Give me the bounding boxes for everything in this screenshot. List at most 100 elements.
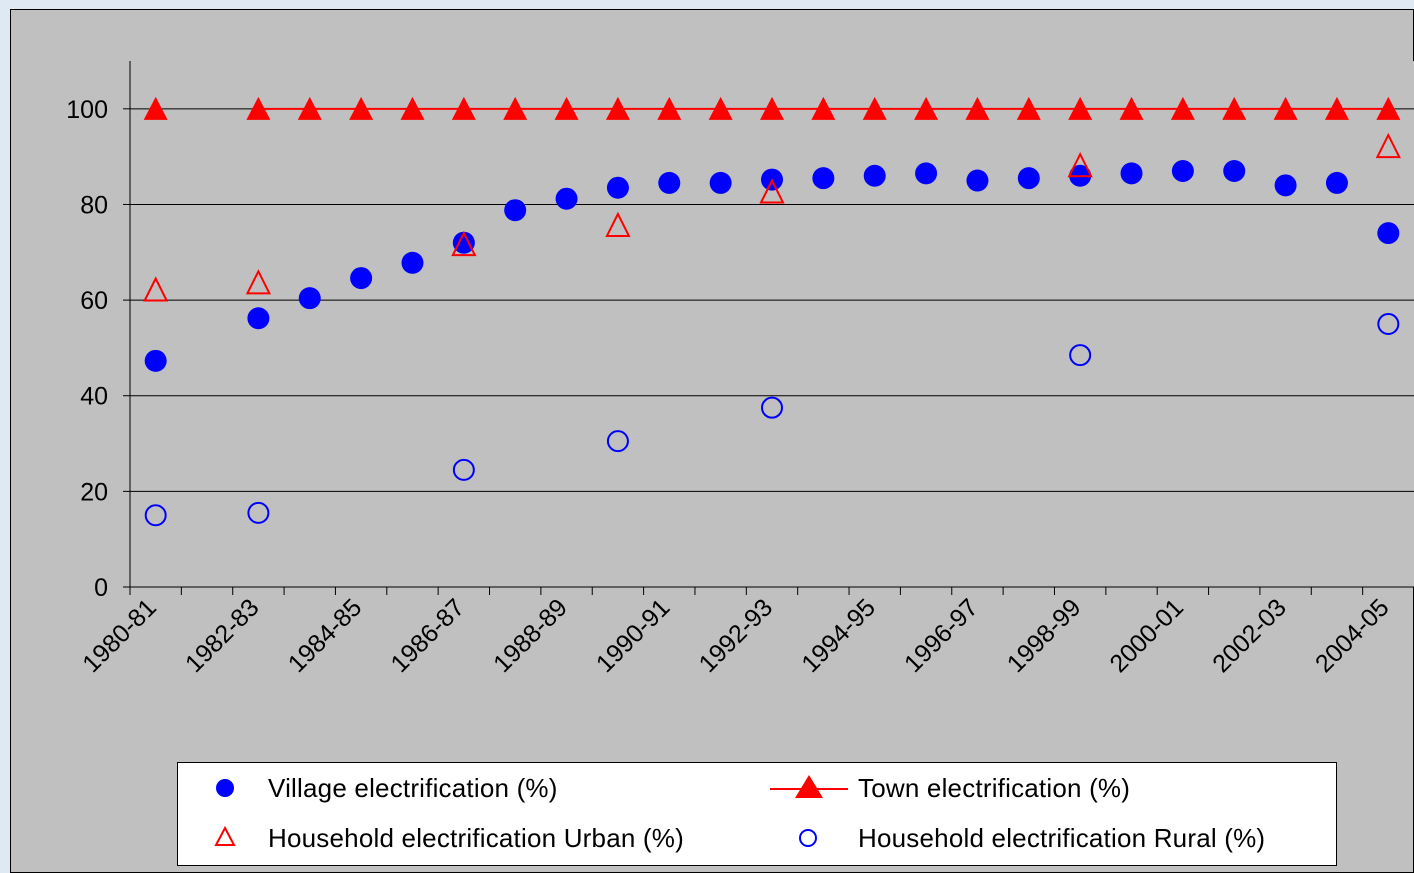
- y-tick-label: 20: [80, 478, 108, 506]
- data-point: [760, 96, 784, 120]
- data-point: [606, 176, 629, 199]
- data-point: [1017, 167, 1040, 190]
- legend-label: Village electrification (%): [268, 772, 558, 803]
- data-point: [247, 307, 270, 330]
- data-point: [451, 96, 476, 120]
- data-point: [1324, 96, 1349, 120]
- data-point: [1016, 96, 1041, 120]
- x-tick-label: 2004-05: [1310, 593, 1395, 678]
- plot-area: [130, 61, 1414, 587]
- data-point: [658, 171, 681, 194]
- data-point: [1170, 96, 1195, 120]
- data-point: [1223, 159, 1246, 182]
- x-tick-label: 1988-89: [488, 593, 573, 678]
- x-tick-label: 1996-97: [899, 593, 984, 678]
- data-point: [1222, 96, 1247, 120]
- series-filled-circle: [144, 159, 1400, 372]
- data-point: [811, 96, 836, 120]
- x-tick-label: 1982-83: [180, 593, 265, 678]
- data-point: [555, 187, 578, 210]
- data-point: [761, 396, 783, 419]
- legend-item-household-urban: Household electrification Urban (%): [178, 818, 684, 858]
- data-point: [606, 430, 629, 453]
- data-point: [759, 178, 785, 204]
- open-triangle-icon: [178, 818, 268, 858]
- data-point: [451, 230, 477, 257]
- data-point: [144, 504, 167, 527]
- x-tick-label: 1994-95: [796, 593, 881, 678]
- y-tick-label: 60: [80, 287, 108, 315]
- x-tick-label: 1984-85: [283, 593, 368, 678]
- data-point: [503, 96, 528, 120]
- data-point: [1376, 96, 1401, 120]
- data-point: [1325, 171, 1348, 194]
- data-point: [401, 251, 424, 274]
- legend-item-town: Town electrification (%): [768, 768, 1130, 808]
- y-tick-label: 40: [80, 383, 108, 411]
- data-point: [349, 96, 374, 120]
- legend: Village electrification (%) Town electri…: [177, 762, 1337, 866]
- data-point: [1375, 132, 1401, 159]
- data-point: [1274, 174, 1297, 197]
- x-tick-label: 1990-91: [591, 593, 676, 678]
- y-axis-ticks: 0 20 40 60 80 100: [66, 96, 130, 602]
- triangle-line-icon: [768, 768, 858, 808]
- data-point: [914, 96, 939, 120]
- data-point: [1119, 96, 1144, 120]
- legend-item-village: Village electrification (%): [178, 768, 558, 808]
- legend-label: Household electrification Urban (%): [268, 822, 684, 853]
- data-point: [504, 199, 527, 222]
- data-point: [708, 96, 733, 120]
- x-tick-label: 1986-87: [385, 593, 470, 678]
- data-point: [1069, 344, 1092, 367]
- series-marks: [143, 96, 1401, 527]
- data-point: [143, 276, 169, 302]
- data-point: [1068, 96, 1093, 120]
- y-tick-label: 100: [66, 96, 108, 124]
- data-point: [400, 96, 425, 120]
- y-tick-label: 80: [80, 191, 108, 219]
- x-tick-label: 1998-99: [1002, 593, 1087, 678]
- data-point: [246, 96, 271, 120]
- data-point: [605, 96, 630, 120]
- data-point: [144, 349, 167, 372]
- series-filled-triangle-line: [143, 96, 1401, 120]
- data-point: [965, 96, 990, 120]
- data-point: [1377, 313, 1400, 335]
- filled-circle-icon: [178, 768, 268, 808]
- legend-label: Town electrification (%): [858, 772, 1131, 803]
- legend-label: Household electrification Rural (%): [858, 822, 1266, 853]
- data-point: [452, 231, 475, 254]
- series-open-triangle: [143, 132, 1401, 302]
- data-point: [605, 211, 631, 237]
- data-point: [1120, 162, 1143, 185]
- data-point: [452, 458, 475, 481]
- data-point: [298, 287, 321, 310]
- legend-item-household-rural: Household electrification Rural (%): [768, 818, 1265, 858]
- data-point: [1273, 96, 1298, 120]
- x-tick-label: 2000-01: [1104, 593, 1189, 678]
- series-open-circle: [144, 313, 1400, 527]
- data-point: [1067, 151, 1093, 178]
- data-point: [709, 171, 732, 194]
- data-point: [554, 96, 579, 120]
- data-point: [1171, 159, 1194, 182]
- open-circle-icon: [768, 818, 858, 858]
- data-point: [657, 96, 682, 120]
- data-point: [297, 96, 322, 120]
- data-point: [915, 162, 938, 185]
- y-tick-label: 0: [94, 574, 108, 602]
- data-point: [812, 167, 835, 190]
- data-point: [863, 164, 886, 187]
- x-tick-label: 1980-81: [77, 593, 162, 678]
- data-point: [966, 169, 989, 192]
- x-tick-label: 1992-93: [694, 593, 779, 678]
- axes: [129, 61, 1414, 588]
- x-axis-ticks: 1980-81 1982-83 1984-85 1986-87 1988-89 1990-…: [77, 587, 1414, 678]
- data-point: [350, 267, 373, 290]
- data-point: [1377, 222, 1400, 245]
- data-point: [862, 96, 887, 120]
- x-tick-label: 2002-03: [1207, 593, 1292, 678]
- data-point: [245, 269, 272, 295]
